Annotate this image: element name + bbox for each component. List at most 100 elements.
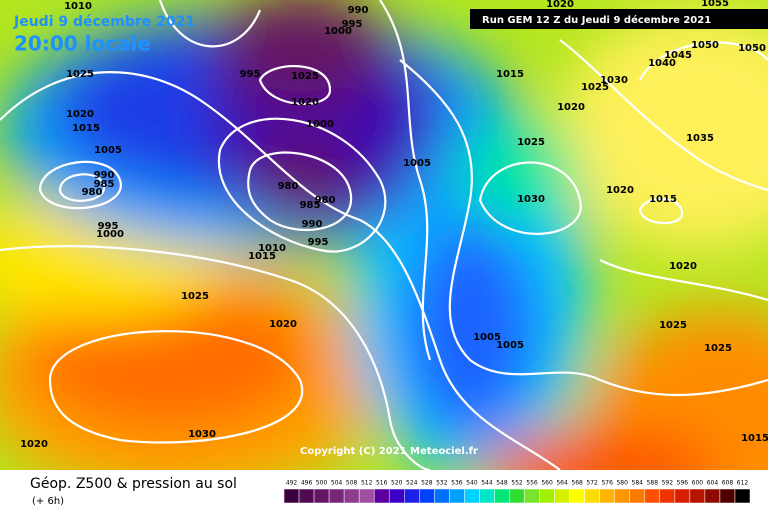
colorbar-swatch <box>569 488 585 504</box>
colorbar-label: 536 <box>451 480 463 487</box>
isobar-label: 1015 <box>649 194 677 205</box>
colorbar-swatch <box>689 488 706 504</box>
isobar-label: 985 <box>300 200 321 211</box>
isobar-label: 1025 <box>704 343 732 354</box>
run-title: Run GEM 12 Z du Jeudi 9 décembre 2021 <box>482 14 711 26</box>
colorbar-label: 564 <box>556 480 568 487</box>
colorbar-label: 516 <box>376 480 388 487</box>
isobar-label: 1020 <box>269 319 297 330</box>
time: 20:00 locale <box>14 32 151 56</box>
isobar-label: 1005 <box>94 145 122 156</box>
colorbar-swatch <box>494 488 510 504</box>
colorbar-swatch <box>388 488 405 504</box>
isobar-label: 1025 <box>181 291 209 302</box>
isobar-label: 1005 <box>496 340 524 351</box>
colorbar-swatch <box>629 488 646 504</box>
isobar-label: 1025 <box>291 71 319 82</box>
isobar-label: 990 <box>302 219 323 230</box>
colorbar-label: 600 <box>692 480 704 487</box>
colorbar-swatch <box>554 488 570 504</box>
colorbar-swatch <box>584 488 600 504</box>
isobar-label: 1020 <box>66 109 94 120</box>
colorbar-label: 552 <box>511 480 523 487</box>
colorbar-label: 492 <box>286 480 298 487</box>
isobar-label: 1055 <box>701 0 729 9</box>
isobar-label: 1015 <box>741 433 768 444</box>
colorbar-swatch <box>283 488 300 504</box>
colorbar-label: 568 <box>571 480 583 487</box>
colorbar-swatch <box>464 488 480 504</box>
colorbar-label: 592 <box>662 480 674 487</box>
colorbar-label: 556 <box>526 480 538 487</box>
colorbar-swatch <box>313 488 330 504</box>
isobar-label: 1040 <box>648 58 676 69</box>
isobar-label: 995 <box>308 237 329 248</box>
colorbar-label: 524 <box>406 480 418 487</box>
isobar-label: 1010 <box>64 1 92 12</box>
colorbar-label: 496 <box>301 480 313 487</box>
colorbar-label: 608 <box>722 480 734 487</box>
colorbar-label: 508 <box>346 480 358 487</box>
isobar-label: 980 <box>315 195 336 206</box>
isobar-label: 1030 <box>188 429 216 440</box>
colorbar-swatch <box>659 488 676 504</box>
isobar-label: 1050 <box>691 40 719 51</box>
isobar-label: 1015 <box>72 123 100 134</box>
isobar-label: 1030 <box>600 75 628 86</box>
colorbar-label: 512 <box>361 480 373 487</box>
isobar-label: 1025 <box>517 137 545 148</box>
colorbar-label: 532 <box>436 480 448 487</box>
colorbar-label: 520 <box>391 480 403 487</box>
colorbar-swatch <box>509 488 525 504</box>
isobar-label: 995 <box>98 221 119 232</box>
colorbar-label: 584 <box>632 480 644 487</box>
colorbar-swatch <box>343 488 360 504</box>
colorbar-label: 504 <box>331 480 343 487</box>
colorbar-swatch <box>704 488 721 504</box>
colorbar-label: 588 <box>647 480 659 487</box>
colorbar-swatch <box>449 488 465 504</box>
isobar-label: 1000 <box>96 229 124 240</box>
colorbar-swatch <box>734 488 751 504</box>
colorbar-swatch <box>539 488 555 504</box>
colorbar-swatch <box>298 488 315 504</box>
isobar-label: 980 <box>278 181 299 192</box>
colorbar: 492 496 500 504 508 512 516 520 524 528 532 536 540 5… <box>283 480 751 504</box>
colorbar-swatch <box>373 488 390 504</box>
colorbar-label: 544 <box>481 480 493 487</box>
isobar-label: 1025 <box>66 69 94 80</box>
colorbar-swatch <box>719 488 736 504</box>
colorbar-label: 580 <box>616 480 628 487</box>
date: Jeudi 9 décembre 2021 <box>13 14 195 30</box>
isobar-label: 1035 <box>686 133 714 144</box>
colorbar-label: 604 <box>707 480 719 487</box>
isobar-label: 1020 <box>291 97 319 108</box>
colorbar-swatch <box>419 488 435 504</box>
colorbar-label: 500 <box>316 480 328 487</box>
isobar-label: 1045 <box>664 50 692 61</box>
colorbar-label: 560 <box>541 480 553 487</box>
isobar-label: 1005 <box>403 158 431 169</box>
isobar-label: 1025 <box>581 82 609 93</box>
isobar-label: 985 <box>94 179 115 190</box>
colorbar-label: 548 <box>496 480 508 487</box>
colorbar-swatch <box>644 488 661 504</box>
copyright: Copyright (C) 2021 Meteociel.fr <box>300 446 478 457</box>
isobar-label: 1015 <box>248 251 276 262</box>
colorbar-swatch <box>614 488 630 504</box>
isobar-label: 990 <box>94 170 115 181</box>
colorbar-label: 576 <box>601 480 613 487</box>
colorbar-label: 596 <box>677 480 689 487</box>
isobar-label: 1020 <box>20 439 48 450</box>
isobar-label: 1020 <box>669 261 697 272</box>
colorbar-swatch <box>328 488 345 504</box>
run-banner <box>470 9 768 29</box>
footer-lead: (+ 6h) <box>32 496 64 507</box>
isobar-label: 995 <box>342 19 363 30</box>
isobar-label: 1010 <box>258 243 286 254</box>
isobar-label: 1015 <box>496 69 524 80</box>
isobar-label: 1030 <box>517 194 545 205</box>
colorbar-swatch <box>404 488 420 504</box>
